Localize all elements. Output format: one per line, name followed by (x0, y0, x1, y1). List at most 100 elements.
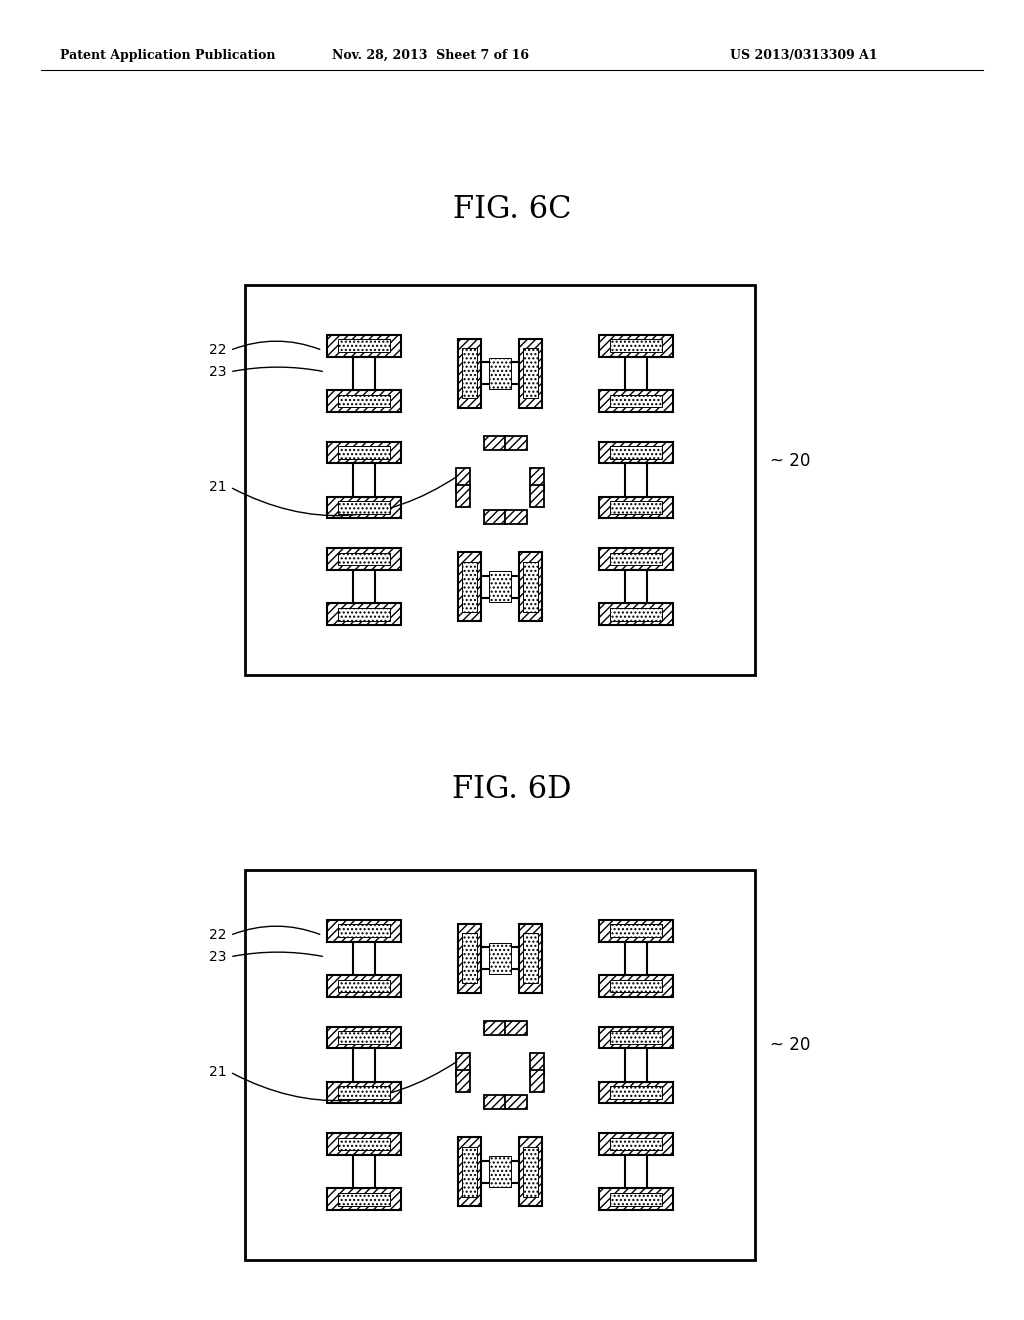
Bar (338, 502, 390, 513)
Bar (610, 924, 662, 937)
Bar (458, 552, 481, 622)
Bar (327, 603, 401, 624)
Text: 23: 23 (210, 364, 227, 379)
Text: 21: 21 (209, 480, 227, 494)
Bar (625, 1155, 647, 1188)
Bar (338, 607, 390, 620)
Bar (353, 570, 375, 603)
Bar (462, 348, 477, 399)
Bar (599, 603, 673, 624)
Text: 22: 22 (210, 928, 227, 942)
Bar (488, 358, 511, 389)
Bar (338, 339, 390, 352)
Bar (484, 510, 506, 524)
Bar (505, 1096, 527, 1109)
Bar (327, 1082, 401, 1104)
Bar (456, 484, 470, 507)
Bar (518, 552, 543, 622)
Bar (530, 469, 544, 490)
Bar (488, 1156, 511, 1187)
Bar (505, 1020, 527, 1035)
Bar (462, 933, 477, 983)
Bar (481, 362, 518, 384)
Bar (610, 1193, 662, 1205)
Bar (505, 510, 527, 524)
Bar (456, 1071, 470, 1092)
Bar (610, 1086, 662, 1100)
Bar (338, 1031, 390, 1044)
Text: ~ 20: ~ 20 (770, 1036, 810, 1055)
Text: 23: 23 (210, 950, 227, 964)
Bar (599, 391, 673, 412)
Bar (338, 1138, 390, 1151)
Bar (518, 339, 543, 408)
Text: ~ 20: ~ 20 (770, 451, 810, 470)
Bar (599, 975, 673, 997)
Bar (610, 339, 662, 352)
Bar (625, 356, 647, 391)
Bar (610, 979, 662, 993)
Bar (338, 1193, 390, 1205)
Bar (625, 1048, 647, 1082)
Bar (353, 941, 375, 975)
Bar (599, 496, 673, 519)
Bar (338, 924, 390, 937)
Bar (610, 395, 662, 408)
Bar (625, 463, 647, 496)
Bar (484, 1020, 506, 1035)
Text: FIG. 6D: FIG. 6D (453, 775, 571, 805)
Bar (353, 463, 375, 496)
Bar (523, 1147, 538, 1196)
Bar (599, 1188, 673, 1210)
Text: Nov. 28, 2013  Sheet 7 of 16: Nov. 28, 2013 Sheet 7 of 16 (332, 49, 528, 62)
Bar (488, 572, 511, 602)
Bar (338, 553, 390, 565)
Bar (523, 348, 538, 399)
Bar (353, 1048, 375, 1082)
Bar (338, 1086, 390, 1100)
Bar (327, 975, 401, 997)
Bar (327, 442, 401, 463)
Bar (610, 553, 662, 565)
Bar (484, 436, 506, 450)
Bar (481, 948, 518, 969)
Text: Patent Application Publication: Patent Application Publication (60, 49, 275, 62)
Bar (599, 1027, 673, 1048)
Bar (245, 870, 755, 1261)
Bar (353, 356, 375, 391)
Bar (599, 442, 673, 463)
Bar (327, 548, 401, 570)
Bar (458, 1137, 481, 1206)
Bar (530, 1053, 544, 1074)
Bar (462, 1147, 477, 1196)
Bar (610, 1138, 662, 1151)
Text: 21: 21 (209, 1065, 227, 1078)
Bar (599, 1134, 673, 1155)
Bar (523, 933, 538, 983)
Bar (245, 285, 755, 675)
Bar (599, 335, 673, 356)
Bar (599, 1082, 673, 1104)
Bar (353, 1155, 375, 1188)
Bar (599, 548, 673, 570)
Bar (599, 920, 673, 941)
Bar (530, 484, 544, 507)
Bar (456, 469, 470, 490)
Bar (338, 979, 390, 993)
Bar (338, 446, 390, 459)
Text: FIG. 6C: FIG. 6C (453, 194, 571, 226)
Bar (327, 496, 401, 519)
Bar (327, 335, 401, 356)
Bar (327, 1188, 401, 1210)
Bar (462, 561, 477, 611)
Bar (481, 576, 518, 598)
Text: 22: 22 (210, 343, 227, 358)
Bar (327, 1027, 401, 1048)
Bar (327, 391, 401, 412)
Bar (327, 920, 401, 941)
Bar (523, 561, 538, 611)
Bar (625, 570, 647, 603)
Bar (456, 1053, 470, 1074)
Bar (488, 942, 511, 974)
Bar (484, 1096, 506, 1109)
